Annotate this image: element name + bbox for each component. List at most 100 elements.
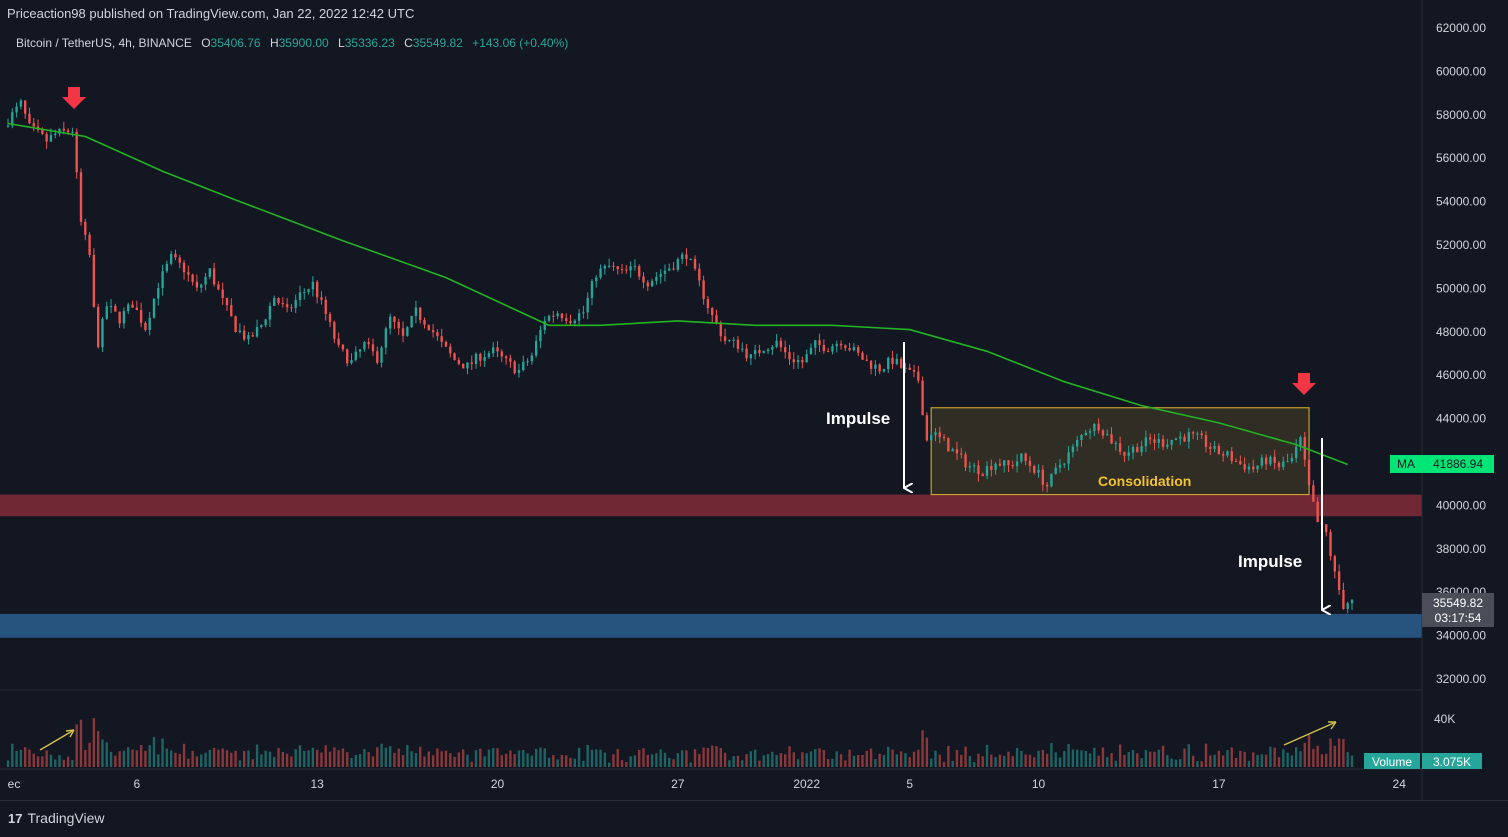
volume-bar: [1333, 745, 1337, 767]
volume-bar: [371, 756, 375, 767]
volume-bar: [1303, 742, 1306, 767]
candle: [655, 272, 658, 285]
volume-bar: [423, 756, 426, 767]
tradingview-brand[interactable]: 17 TradingView: [8, 810, 105, 826]
candle: [822, 339, 826, 354]
price-chart[interactable]: 62000.00 60000.00 58000.00 56000.00 54000.00…: [0, 0, 1508, 800]
volume-bar: [1269, 746, 1272, 767]
price-tick-label: 56000.00: [1436, 151, 1486, 165]
candle: [127, 302, 130, 314]
candle: [1007, 460, 1010, 473]
time-tick-label: 5: [906, 777, 913, 791]
time-tick-label: 2022: [793, 777, 820, 791]
candle: [1204, 431, 1208, 453]
volume-bar: [212, 747, 216, 767]
volume-bar: [406, 745, 409, 767]
volume-bar: [367, 752, 370, 767]
volume-bar: [152, 737, 156, 767]
volume-bar: [307, 750, 310, 767]
candle: [745, 343, 748, 362]
volume-bar: [148, 745, 151, 767]
candle: [1123, 451, 1126, 463]
volume-bar: [547, 757, 551, 767]
price-tick-label: 46000.00: [1436, 368, 1486, 382]
candle: [715, 309, 718, 325]
candle: [981, 472, 984, 477]
candle: [625, 265, 628, 274]
price-axis[interactable]: 62000.00 60000.00 58000.00 56000.00 54000.00…: [1434, 21, 1486, 726]
volume-bar: [255, 744, 259, 767]
candle: [247, 331, 250, 345]
candle: [960, 447, 963, 459]
candle: [1037, 464, 1040, 478]
impulse-label-1: Impulse: [826, 409, 890, 428]
candle: [84, 218, 87, 241]
candle: [96, 303, 100, 349]
volume-bar: [758, 760, 761, 767]
candle: [393, 315, 396, 329]
candle: [522, 355, 525, 372]
candle: [1213, 440, 1216, 453]
price-tick-label: 52000.00: [1436, 238, 1486, 252]
candle: [436, 329, 439, 341]
candle: [530, 352, 534, 365]
candle: [1299, 435, 1302, 452]
candle: [1153, 434, 1156, 451]
candle: [367, 337, 370, 349]
candle: [865, 354, 868, 362]
volume-bar: [728, 760, 731, 767]
candle: [1277, 460, 1281, 471]
candle: [1282, 456, 1285, 471]
volume-bar: [779, 753, 783, 767]
volume-bar: [1140, 758, 1143, 767]
candle: [234, 315, 237, 333]
volume-bar: [230, 752, 233, 767]
candle: [509, 354, 512, 368]
volume-bar: [182, 743, 186, 767]
candle: [878, 363, 881, 375]
volume-bar: [487, 749, 491, 767]
volume-bar: [1299, 751, 1302, 767]
candle: [560, 313, 564, 322]
candle: [376, 346, 379, 365]
volume-bar: [1350, 755, 1354, 767]
candle: [410, 315, 413, 328]
candle: [590, 278, 594, 306]
candle: [685, 248, 688, 266]
volume-bar: [749, 751, 753, 767]
time-axis[interactable]: ec 6 13 20 27 2022 5 10 17 24: [8, 777, 1407, 791]
volume-bar: [831, 758, 834, 767]
candle: [1041, 465, 1045, 492]
candle: [504, 355, 508, 365]
volume-bar: [796, 759, 800, 767]
volume-bar: [753, 749, 757, 767]
volume-bar: [217, 749, 220, 767]
volume-bar: [75, 724, 78, 767]
candle: [1033, 464, 1036, 475]
symbol-name[interactable]: Bitcoin / TetherUS, 4h, BINANCE: [16, 36, 192, 50]
volume-bar: [818, 748, 821, 767]
volume-bar: [431, 755, 435, 767]
candle: [1106, 429, 1109, 436]
candle: [586, 292, 589, 320]
candle: [88, 232, 91, 258]
candle: [569, 314, 572, 326]
price-tick-label: 40000.00: [1436, 498, 1486, 512]
price-tick-label: 32000.00: [1436, 672, 1486, 686]
candle: [629, 261, 632, 278]
candle: [388, 313, 392, 335]
last-price-badge: 35549.82 03:17:54: [1422, 593, 1494, 627]
consolidation-label: Consolidation: [1098, 473, 1191, 489]
candle: [702, 275, 705, 305]
time-tick-label: ec: [8, 777, 21, 791]
volume-bar: [990, 754, 993, 767]
volume-bar: [685, 750, 688, 767]
volume-bar: [264, 750, 267, 767]
volume-bar: [1243, 751, 1246, 767]
volume-bar: [79, 719, 83, 767]
candle: [401, 321, 405, 343]
candle: [771, 345, 774, 356]
svg-text:Volume: Volume: [1372, 755, 1412, 769]
volume-bar: [839, 754, 843, 767]
volume-bar: [586, 744, 589, 767]
